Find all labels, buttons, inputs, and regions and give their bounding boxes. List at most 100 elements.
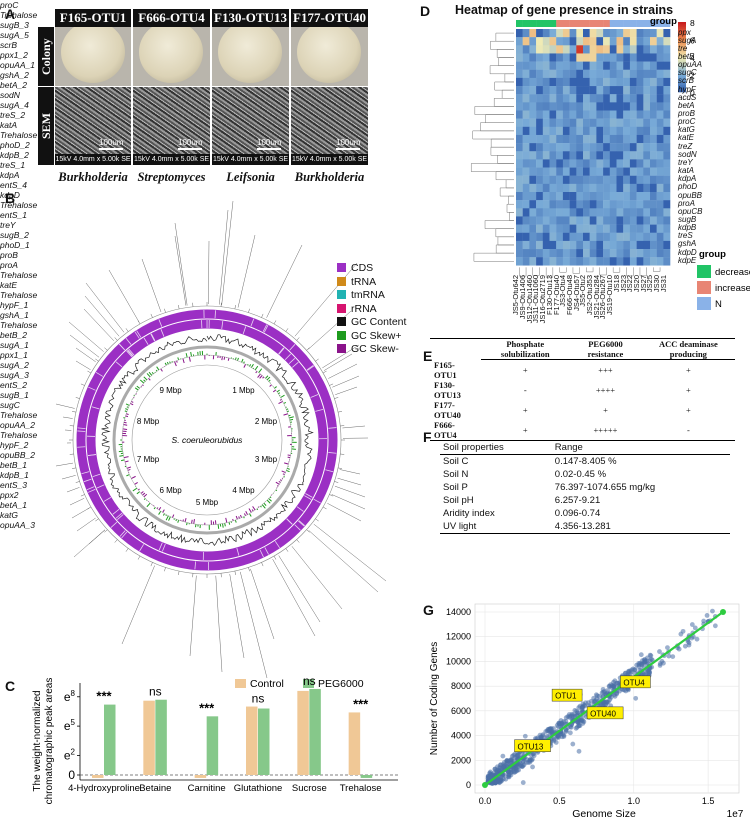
ring-tick: [95, 518, 99, 522]
heat-cell: [542, 29, 550, 38]
heat-cell: [650, 126, 657, 136]
gc-skew-mark: [269, 384, 272, 387]
gc-skew-mark: [148, 377, 151, 381]
colorbar-cell: [678, 58, 686, 61]
heat-cell: [616, 240, 624, 250]
gene-leader: [75, 360, 91, 370]
gene-leader: [69, 498, 85, 506]
trait-cell: +: [522, 424, 528, 435]
heat-cell: [663, 224, 671, 233]
scatter-point: [694, 636, 700, 642]
scatter-point: [583, 700, 589, 706]
row-dendrogram: [506, 203, 514, 213]
scatter-point: [505, 758, 511, 764]
gc-skew-mark: [125, 403, 130, 406]
heat-cell: [562, 134, 570, 144]
scatter-point: [563, 728, 569, 733]
heat-cell: [629, 232, 637, 242]
ring-tick: [150, 313, 153, 318]
table-row: F130-OTU13- ++++ +: [430, 380, 735, 400]
heatmap-row-label: kdpD: [678, 247, 697, 257]
heat-cell: [556, 86, 564, 95]
gc-skew-mark: [243, 516, 245, 519]
heat-cell: [516, 208, 523, 217]
heat-cell: [562, 126, 570, 136]
cds-gap: [296, 506, 304, 512]
heat-cell: [522, 94, 530, 103]
heat-cell: [623, 118, 631, 127]
ring-tick: [150, 562, 153, 567]
ring-tick: [334, 397, 339, 399]
scatter-point: [570, 741, 576, 747]
colorbar-cell: [678, 51, 686, 54]
heat-cell: [542, 77, 550, 87]
scatter-point: [548, 726, 554, 732]
soil-properties-table: Soil properties Range Soil C 0.147-8.405 % S…: [440, 440, 730, 534]
gc-skew-mark: [131, 400, 134, 403]
heat-cell: [629, 143, 637, 152]
heat-cell: [596, 134, 604, 144]
heatmap-row-label: katE: [678, 133, 695, 143]
col-dendrogram: [612, 267, 621, 273]
gene-leader: [266, 244, 303, 318]
scale-ring: [131, 364, 283, 516]
gc-skew-mark: [243, 513, 247, 516]
gene-label: kdpB_2: [0, 150, 29, 160]
point-label-box: [514, 739, 551, 752]
heat-cell: [636, 45, 644, 54]
row-dendrogram: [495, 244, 514, 254]
heat-cell: [536, 45, 543, 54]
gene-label: proC: [0, 0, 19, 10]
cds-gap: [150, 333, 155, 342]
heat-cell: [583, 94, 590, 103]
scatter-point: [710, 608, 715, 614]
heat-cell: [536, 102, 543, 111]
colorbar-tick: 2: [690, 71, 695, 81]
heat-cell: [576, 37, 584, 46]
bar-peg6000: [155, 699, 167, 775]
heat-cell: [556, 224, 564, 233]
heat-cell: [596, 216, 604, 225]
legend-swatch: [337, 290, 346, 299]
panel-g-letter: G: [423, 602, 434, 618]
heat-cell: [656, 102, 664, 111]
table-cell: Soil C: [443, 456, 469, 467]
heat-cell: [562, 53, 570, 62]
row-dendrogram: [485, 114, 514, 123]
colorbar-cell: [678, 46, 686, 49]
heat-cell: [589, 45, 597, 54]
heat-cell: [636, 240, 644, 250]
heat-cell: [629, 216, 637, 225]
y-tick-label: 10000: [446, 656, 471, 666]
legend-item: tmRNA: [337, 289, 385, 301]
heat-cell: [562, 159, 570, 168]
y-tick-exponent: 2: [71, 747, 76, 756]
heat-cell: [536, 151, 543, 160]
heat-cell: [609, 257, 617, 266]
group-cell: [569, 20, 577, 27]
heatmap-row-label: betB: [678, 51, 695, 61]
cds-gap: [242, 326, 247, 335]
ring-tick: [306, 347, 310, 351]
heat-cell: [529, 249, 537, 258]
gene-leader: [83, 308, 115, 341]
heat-cell: [583, 167, 590, 176]
colorbar-cell: [678, 86, 686, 89]
scatter-point: [495, 764, 500, 770]
group-cell: [609, 20, 617, 27]
table-row: Soil C 0.147-8.405 %: [440, 455, 730, 469]
heat-cell: [616, 192, 624, 201]
colorbar-tick: 8: [690, 18, 695, 28]
heat-cell: [576, 151, 584, 160]
fit-endpoint: [720, 609, 726, 615]
heatmap-row-label: treS: [678, 231, 693, 241]
gc-skew-mark: [169, 361, 171, 364]
heat-cell: [636, 134, 644, 144]
col-dendrogram: [559, 267, 567, 273]
heat-cell: [650, 143, 657, 152]
heat-cell: [656, 86, 664, 95]
heat-cell: [623, 69, 631, 79]
col-dendrogram: [599, 267, 607, 276]
heat-cell: [549, 175, 557, 185]
colorbar-cell: [678, 37, 686, 40]
